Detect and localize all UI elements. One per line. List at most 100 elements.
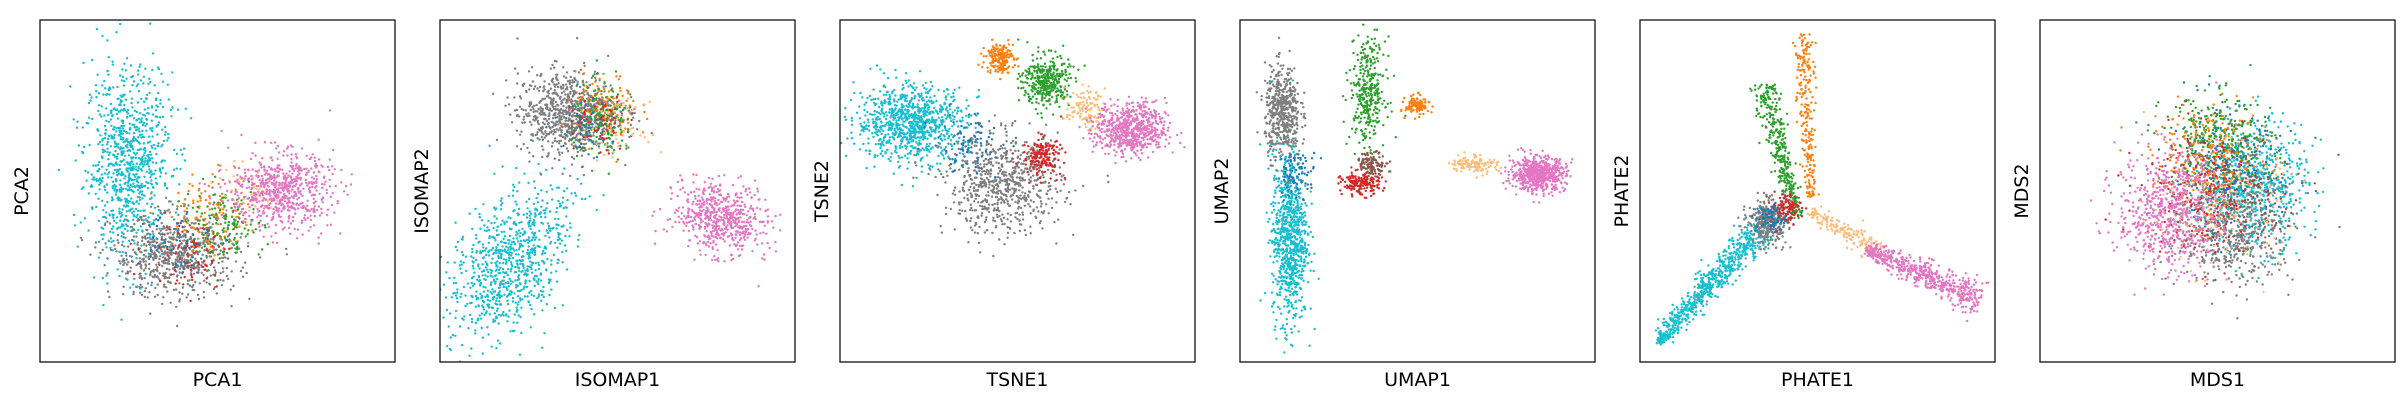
scatter-point [230,190,233,194]
scatter-point [131,211,134,215]
scatter-point [545,168,548,172]
scatter-point [145,97,148,101]
scatter-point [515,306,518,309]
scatter-point [239,269,243,273]
scatter-point [495,217,498,220]
scatter-point [142,148,145,151]
scatter-point [155,249,158,252]
scatter-point [105,183,109,186]
scatter-point [105,168,108,172]
scatter-point [148,291,151,294]
scatter-point [232,228,235,231]
scatter-point [481,274,484,277]
scatter-point [578,107,582,110]
scatter-point [178,257,182,260]
scatter-point [137,127,141,130]
scatter-point [754,217,757,221]
scatter-point [285,186,288,189]
scatter-point [486,298,489,302]
scatter-point [552,97,555,100]
scatter-point [159,209,162,212]
scatter-point [288,196,291,200]
scatter-point [276,144,279,148]
scatter-point [217,261,220,265]
scatter-point [245,271,248,275]
scatter-point [549,229,552,233]
scatter-point [326,214,329,217]
scatter-point [170,251,174,254]
scatter-point [156,293,159,297]
scatter-point [318,170,321,174]
scatter-point [254,228,257,231]
scatter-point [143,209,146,212]
scatter-point [600,109,603,113]
scatter-point [202,228,206,231]
scatter-point [580,96,583,100]
scatter-point [505,79,508,82]
scatter-point [565,76,568,80]
scatter-point [185,296,188,299]
scatter-point [622,101,625,105]
scatter-point [504,104,507,108]
scatter-point [206,237,209,241]
scatter-point [520,108,524,111]
scatter-point [186,244,189,248]
scatter-point [743,238,747,241]
scatter-point [598,77,601,81]
scatter-point [742,208,745,212]
scatter-point [311,153,314,156]
scatter-point [565,206,568,209]
scatter-point [95,28,99,31]
scatter-point [287,174,290,177]
scatter-point [167,280,170,283]
scatter-point [694,234,697,237]
scatter-point [562,98,565,101]
scatter-point [738,196,741,199]
scatter-point [128,188,131,191]
scatter-point [119,146,123,149]
scatter-point [217,217,220,220]
scatter-point [507,259,510,262]
scatter-point [192,201,195,205]
scatter-point [147,156,150,159]
scatter-point [272,215,275,218]
scatter-point [129,183,132,187]
scatter-point [209,274,212,277]
scatter-point [608,118,611,121]
scatter-point [158,227,161,230]
scatter-point [81,150,84,153]
scatter-point [291,219,295,223]
scatter-point [468,212,471,215]
scatter-point [487,228,491,232]
scatter-point [164,286,168,289]
scatter-point [257,214,261,217]
scatter-point [306,199,309,202]
scatter-point [157,244,161,248]
scatter-point [211,173,214,176]
scatter-point [125,116,129,119]
scatter-point [295,155,298,158]
scatter-point [737,220,741,224]
scatter-point [518,242,521,246]
scatter-point [270,141,273,144]
scatter-point [124,236,127,239]
scatter-point [263,211,266,215]
scatter-point [566,129,569,132]
scatter-point [91,178,94,181]
scatter-point [274,184,277,188]
scatter-point [595,135,598,139]
scatter-point [554,108,558,112]
scatter-point [252,211,255,214]
scatter-point [107,120,111,124]
scatter-point [192,289,196,292]
scatter-point [603,122,607,126]
scatter-point [526,248,529,252]
scatter-point [116,268,119,271]
scatter-point [519,375,521,377]
scatter-point [501,271,505,274]
scatter-point [111,231,115,234]
scatter-point [601,96,604,100]
scatter-point [155,161,158,165]
scatter-point [136,185,140,188]
scatter-point [115,130,118,133]
